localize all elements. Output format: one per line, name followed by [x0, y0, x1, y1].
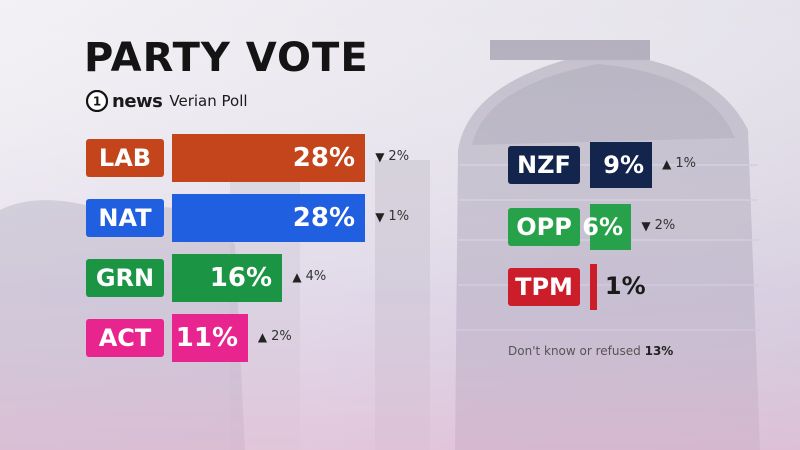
value-label-nzf: 9%	[603, 151, 644, 179]
up-arrow-icon: ▲	[292, 269, 302, 284]
change-nzf: ▲ 1%	[662, 156, 696, 171]
footnote-value: 13%	[644, 344, 674, 358]
party-code-opp: OPP	[508, 208, 580, 246]
party-code-nat: NAT	[86, 199, 164, 237]
one-news-logo-icon: 1	[86, 90, 108, 112]
brand-name: news	[112, 90, 163, 112]
value-label-nat: 28%	[292, 203, 355, 233]
footnote-label: Don't know or refused	[508, 344, 641, 358]
party-code-tpm: TPM	[508, 268, 580, 306]
value-label-lab: 28%	[292, 143, 355, 173]
bar-opp: 6%	[582, 204, 631, 250]
value-label-opp: 6%	[582, 213, 623, 241]
change-nat: ▼ 1%	[375, 209, 409, 224]
value-label-act: 11%	[175, 323, 238, 353]
down-arrow-icon: ▼	[375, 149, 385, 164]
poll-name: Verian Poll	[169, 92, 248, 110]
bar-grn: 16%	[172, 254, 282, 302]
down-arrow-icon: ▼	[375, 209, 385, 224]
party-code-grn: GRN	[86, 259, 164, 297]
change-value-grn: 4%	[305, 269, 327, 284]
change-value-lab: 2%	[388, 149, 410, 164]
change-value-act: 2%	[271, 329, 292, 344]
bar-lab: 28%	[172, 134, 365, 182]
brand-logo: 1 news Verian Poll	[86, 90, 248, 112]
change-value-nzf: 1%	[675, 156, 696, 171]
bar-nat: 28%	[172, 194, 365, 242]
down-arrow-icon: ▼	[641, 218, 651, 233]
bar-act: 11%	[172, 314, 248, 362]
change-value-opp: 2%	[654, 218, 676, 233]
change-grn: ▲ 4%	[292, 269, 326, 284]
up-arrow-icon: ▲	[257, 329, 268, 344]
up-arrow-icon: ▲	[662, 156, 672, 171]
chart-title: PARTY VOTE	[84, 35, 369, 81]
change-lab: ▼ 2%	[375, 149, 409, 164]
change-value-nat: 1%	[388, 209, 410, 224]
footnote: Don't know or refused 13%	[508, 344, 673, 358]
value-label-grn: 16%	[209, 263, 272, 293]
party-code-nzf: NZF	[508, 146, 580, 184]
change-act: ▲ 2%	[258, 329, 292, 344]
value-label-tpm: 1%	[604, 272, 646, 300]
logo-digit: 1	[93, 95, 101, 109]
bar-nzf: 9%	[590, 142, 652, 188]
party-code-act: ACT	[86, 319, 164, 357]
change-opp: ▼ 2%	[641, 218, 675, 233]
party-code-lab: LAB	[86, 139, 164, 177]
bar-tpm	[590, 264, 597, 310]
